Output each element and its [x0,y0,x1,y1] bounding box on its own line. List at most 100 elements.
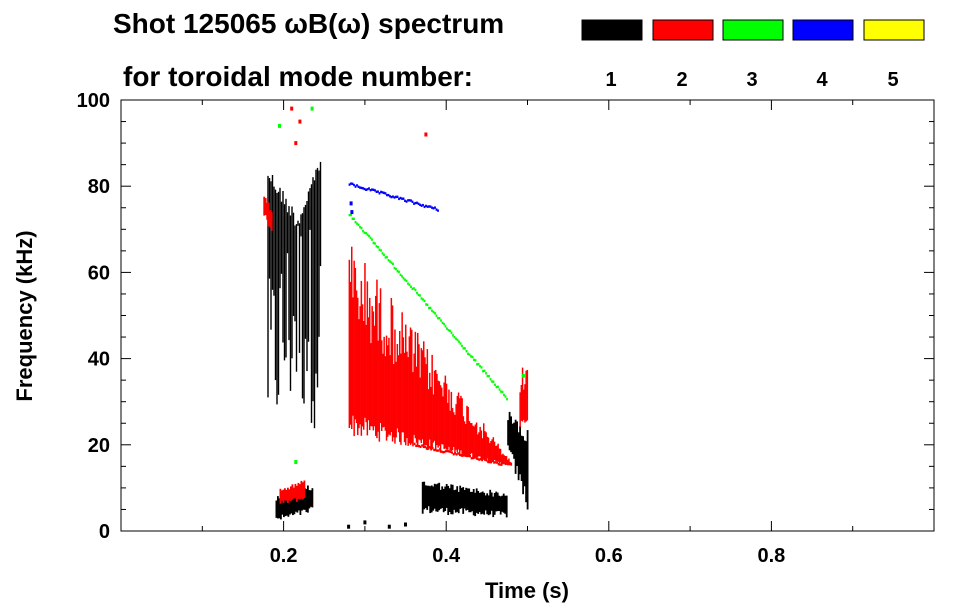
legend-swatch-3 [722,19,784,41]
n3-line-segment [366,233,369,236]
n2-band-column [525,370,527,422]
n1-band-column [486,493,489,515]
n3-line-segment [492,380,495,383]
n4-line-segment [401,197,403,200]
n3-line-segment [411,287,414,290]
x-tick-label: 0.8 [757,545,785,567]
n2-band-column [526,369,529,421]
n2-line-segment [437,449,440,452]
n1-streak [307,191,310,342]
n4-line-segment [368,187,370,190]
n1-band-column [499,496,502,515]
n2-band-column [279,488,282,504]
n3-line-segment [414,288,417,292]
n1-band-column [307,485,309,513]
n2-band-column [466,405,468,455]
n2-band-column [369,297,371,431]
n2-band-column [444,375,447,449]
n2-band-column [474,424,477,458]
n2-band-column [399,331,401,442]
n2-band-column [414,331,417,439]
n2-band-column [285,489,288,501]
n3-line-segment [455,337,457,340]
n4-line-segment [437,209,439,212]
n4-line-segment [390,195,393,199]
n3-line-segment [356,222,358,225]
n2-band-column [520,385,523,421]
n3-line-segment [480,366,483,369]
n3-line-segment [395,267,397,271]
n2-band-column [269,210,272,228]
n3-line-segment [360,227,363,230]
n3-line-segment [458,340,460,343]
n3-line-segment [357,223,360,226]
n1-streak [310,184,313,423]
n2-band-column [430,386,432,449]
n3-line-segment [398,270,400,274]
n1-band-column [490,492,493,511]
n3-line-segment [422,298,424,301]
n2-line-segment [422,445,425,449]
n1-band-column [525,441,527,503]
n1-band-column [510,416,512,453]
n2-line-segment [458,452,461,456]
n3-line-segment [432,310,435,314]
n3-line-segment [365,232,367,235]
n2-line-segment [425,447,428,450]
n1-band-column [293,491,296,515]
y-tick-label: 80 [88,176,110,198]
n1-streak [319,161,322,267]
n2-line-segment [488,460,491,464]
n1-band-column [481,491,484,514]
n2-band-column [447,402,449,450]
n2-band-column [429,372,431,440]
n2-band-column [263,196,266,216]
n1-band-column [501,495,504,512]
n1-band-column [484,495,487,511]
n4-line-segment [413,202,415,205]
n1-streak [276,193,278,405]
n2-band-column [461,398,463,457]
n1-band-column [429,486,432,514]
n1-band-column [508,411,511,451]
n3-line-segment [378,248,381,251]
n3-line-segment [354,221,357,224]
n2-band-column [507,459,509,466]
n1-band-column [514,419,517,474]
n3-point [521,373,525,378]
legend-label-4: 4 [816,69,828,91]
n1-band-column [513,422,515,459]
n1-band-column [426,485,429,510]
n2-band-column [465,424,467,456]
n3-line-segment [363,231,366,234]
n1-streak [309,188,311,230]
n2-band-column [387,345,389,437]
n3-line-segment [410,285,412,288]
n2-band-column [378,303,381,442]
n2-line-segment [446,449,449,453]
y-tick-label: 20 [88,435,110,457]
n2-line-segment [469,455,471,458]
n4-line-segment [371,188,373,191]
n1-streak [303,207,305,404]
x-axis-title: Time (s) [485,578,569,603]
n4-line-segment [363,187,366,191]
n1-band-column [520,435,523,481]
n1-band-column [496,492,499,512]
n1-band-column [438,482,441,511]
n2-band-column [348,259,351,428]
n2-band-column [388,337,390,435]
n3-line-segment [494,383,496,386]
n2-band-column [463,421,466,456]
n1-point [363,520,367,525]
n2-band-column [501,454,503,464]
n2-line-segment [416,443,419,446]
n2-band-column [281,490,283,501]
n3-line-segment [462,347,465,350]
n4-line-segment [353,183,355,187]
n2-point [290,106,294,111]
n4-line-segment [351,182,354,185]
n1-band-column [301,490,303,511]
n4-line-segment [423,205,426,209]
